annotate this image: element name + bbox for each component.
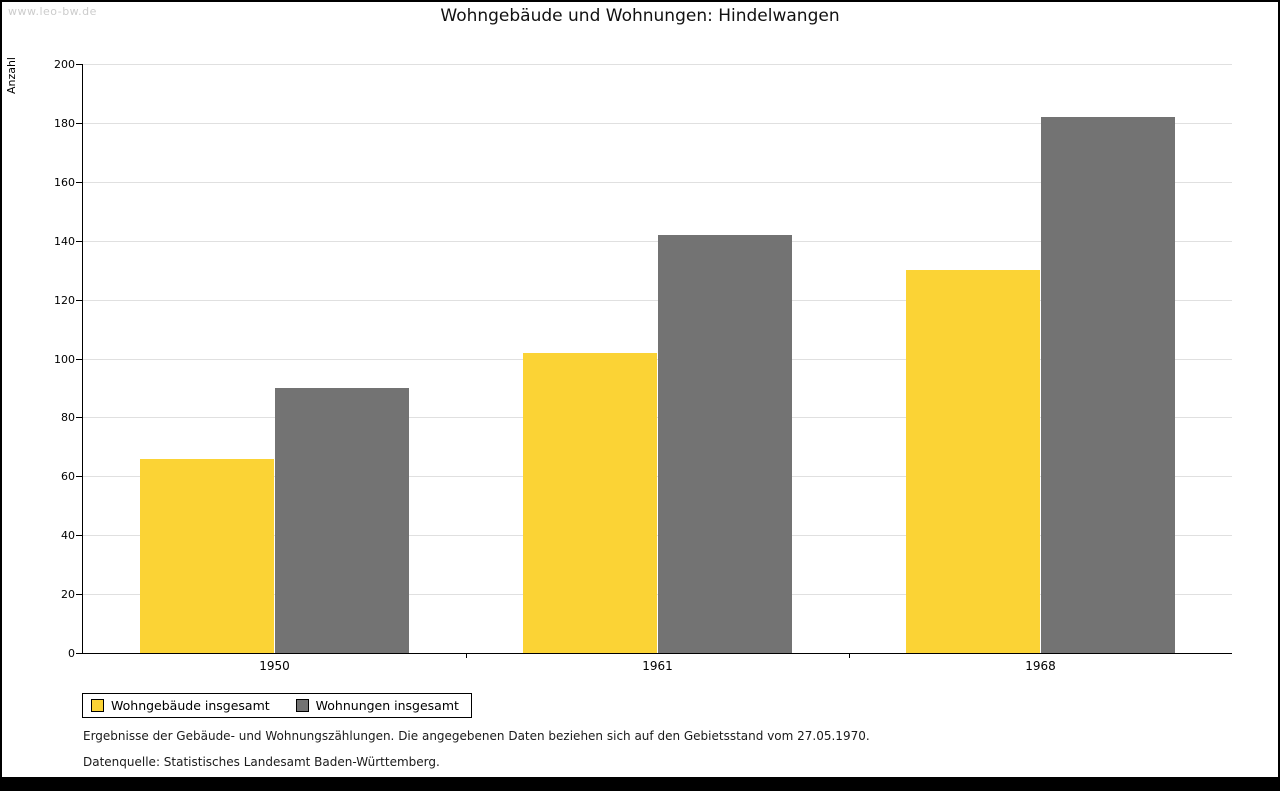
y-tick-label: 120 — [54, 293, 75, 307]
y-tick-label: 0 — [68, 647, 75, 660]
legend-label: Wohnungen insgesamt — [315, 698, 459, 713]
y-axis-tick — [76, 240, 82, 242]
gridline — [83, 181, 1232, 183]
x-axis-tick — [849, 653, 850, 658]
y-tick-label: 180 — [54, 116, 75, 130]
bottom-border-bar — [2, 777, 1278, 789]
y-axis-tick — [76, 476, 82, 478]
bar-1961-series1 — [522, 352, 658, 653]
site-watermark: www.leo-bw.de — [8, 5, 97, 18]
y-tick-label: 80 — [61, 411, 75, 425]
y-axis-tick — [76, 181, 82, 183]
legend-label: Wohngebäude insgesamt — [111, 698, 270, 713]
legend: Wohngebäude insgesamt Wohnungen insgesamt — [82, 693, 472, 718]
x-tick-label: 1961 — [642, 659, 673, 673]
y-tick-label: 40 — [61, 529, 75, 543]
legend-swatch-icon — [295, 699, 309, 712]
y-tick-label: 160 — [54, 175, 75, 189]
bar-1950-series2 — [274, 387, 410, 653]
y-axis-tick — [76, 358, 82, 360]
plot-area: 0 20 40 60 80 100 120 140 160 180 200 1950 1961 1968 — [54, 58, 1232, 673]
y-axis-tick — [76, 594, 82, 596]
legend-item: Wohngebäude insgesamt — [91, 698, 270, 713]
y-axis-tick — [76, 299, 82, 301]
bar-1950-series1 — [139, 458, 275, 653]
y-axis-tick — [76, 535, 82, 537]
gridline — [83, 64, 1232, 65]
y-axis-title: Anzahl — [5, 57, 18, 95]
bar-1961-series2 — [657, 234, 793, 653]
bar-1968-series1 — [905, 270, 1041, 653]
x-axis-tick — [466, 653, 467, 658]
legend-item: Wohnungen insgesamt — [295, 698, 459, 713]
gridline — [83, 122, 1232, 124]
chart-title: Wohngebäude und Wohnungen: Hindelwangen — [440, 6, 840, 26]
y-tick-label: 60 — [61, 470, 75, 484]
y-axis-tick — [76, 64, 82, 65]
footnote-datenquelle: Datenquelle: Statistisches Landesamt Bad… — [83, 755, 440, 769]
x-tick-label: 1968 — [1025, 659, 1056, 673]
y-tick-label: 20 — [61, 588, 75, 602]
y-tick-label: 140 — [54, 234, 75, 248]
legend-swatch-icon — [91, 699, 104, 712]
y-axis-tick — [76, 653, 82, 654]
x-tick-label: 1950 — [259, 659, 290, 673]
bar-1968-series2 — [1040, 117, 1176, 653]
y-axis-tick — [76, 122, 82, 124]
y-axis-tick — [76, 417, 82, 419]
footnote-gebietsstand: Ergebnisse der Gebäude- und Wohnungszähl… — [83, 729, 870, 743]
y-tick-label: 200 — [54, 58, 75, 71]
y-tick-label: 100 — [54, 352, 75, 366]
